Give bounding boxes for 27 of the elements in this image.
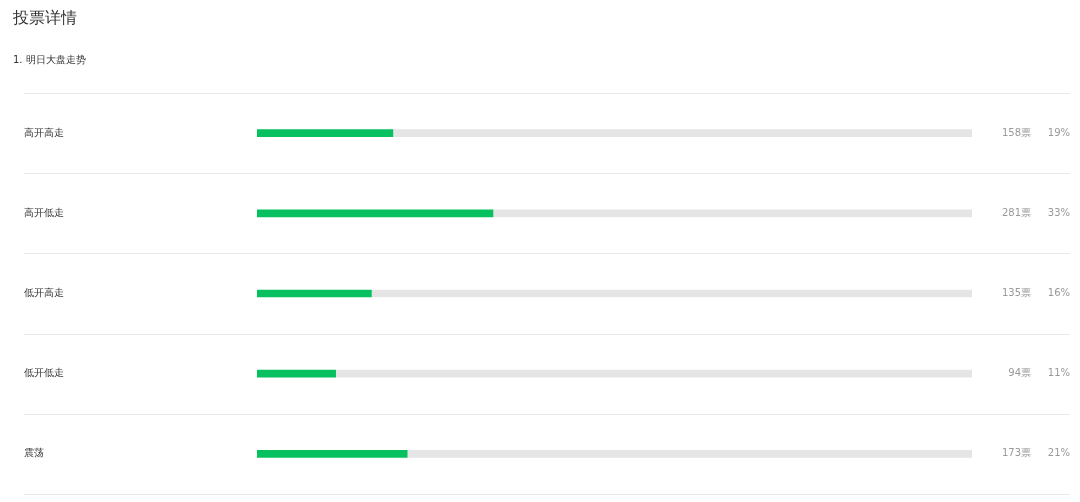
data-label: 19% [1047, 126, 1070, 138]
bar [392, 129, 972, 137]
bar [257, 369, 336, 378]
text: 投票详情 [13, 8, 77, 29]
bar [371, 289, 972, 298]
y-tick-label: 低开低走 [24, 367, 64, 379]
data-label: 11% [1047, 367, 1070, 379]
text: 94票 [1008, 367, 1031, 379]
text: 158票 [1001, 126, 1031, 138]
bar [335, 369, 972, 378]
text: 281票 [1001, 206, 1031, 218]
bar [406, 450, 972, 458]
bar [257, 289, 372, 298]
data-label: 33% [1047, 206, 1070, 218]
bar [257, 129, 394, 137]
y-tick-label: 高开低走 [24, 206, 64, 218]
y-tick-label: 高开高走 [24, 126, 64, 138]
y-tick-label: 震荡 [24, 447, 44, 459]
bar [257, 450, 408, 458]
text: 173票 [1001, 447, 1031, 459]
text: 1. 明日大盘走势 [13, 53, 86, 67]
data-label: 16% [1047, 287, 1070, 299]
data-label: 21% [1047, 447, 1070, 459]
bar [492, 209, 972, 218]
bar [257, 209, 494, 218]
y-tick-label: 低开高走 [24, 287, 64, 299]
text: 135票 [1001, 287, 1031, 299]
